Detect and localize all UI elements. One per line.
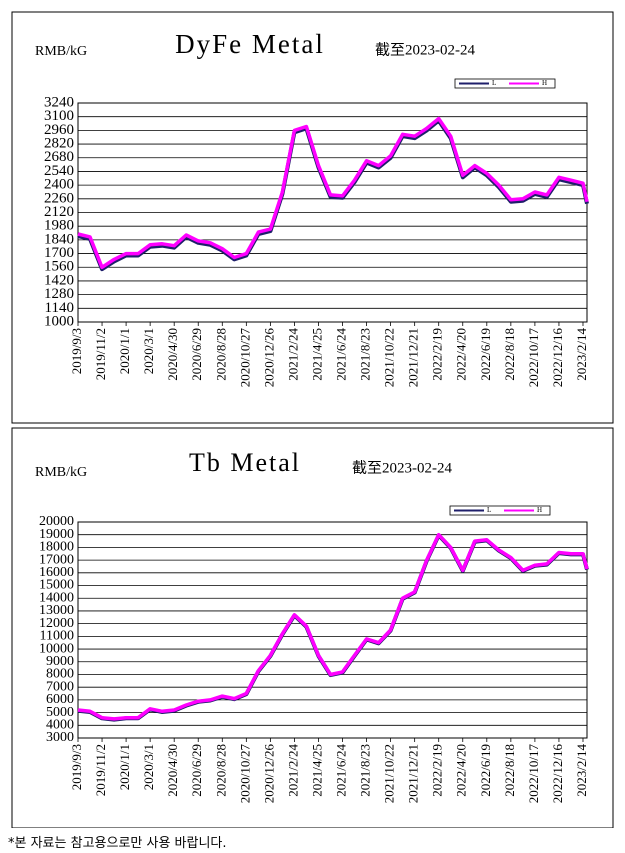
y-tick-label: 2960: [44, 122, 74, 138]
x-tick-label: 2021/4/25: [309, 328, 324, 381]
y-tick-label: 2540: [44, 163, 74, 179]
y-axis-unit: RMB/kG: [35, 465, 87, 480]
y-tick-label: 16000: [39, 565, 74, 580]
x-tick-label: 2022/4/20: [454, 744, 469, 797]
x-tick-label: 2020/12/26: [261, 328, 276, 388]
x-tick-label: 2019/9/3: [69, 328, 84, 374]
x-tick-label: 2021/2/24: [285, 744, 300, 797]
y-tick-label: 20000: [39, 514, 74, 529]
charts: DyFe Metal RMB/kG 截至2023-02-24 100011401280…: [11, 11, 614, 828]
x-tick-label: 2020/8/28: [213, 328, 228, 381]
y-tick-label: 10000: [39, 641, 74, 656]
x-tick-label: 2020/1/1: [117, 744, 132, 790]
y-tick-label: 8000: [46, 667, 74, 682]
legend-box: [449, 505, 551, 516]
series-line: [77, 532, 589, 721]
x-tick-label: 2019/11/2: [93, 328, 108, 380]
x-tick-label: 2022/2/19: [430, 328, 445, 381]
y-tick-label: 18000: [39, 540, 74, 555]
y-tick-label: 2820: [44, 136, 74, 152]
x-tick-label: 2021/8/23: [358, 744, 373, 797]
legend-label: L: [492, 79, 496, 87]
x-tick-label: 2020/6/29: [189, 744, 204, 797]
x-tick-label: 2020/3/1: [141, 328, 156, 374]
x-tick-label: 2021/12/21: [406, 328, 421, 387]
y-axis-unit: RMB/kG: [35, 44, 87, 59]
y-tick-label: 3100: [44, 108, 74, 124]
y-tick-label: 19000: [39, 527, 74, 542]
x-tick-label: 2020/8/28: [213, 744, 228, 797]
x-tick-label: 2019/11/2: [93, 744, 108, 796]
legend-label: H: [542, 79, 547, 87]
x-tick-label: 2020/6/29: [189, 328, 204, 381]
x-tick-label: 2022/2/19: [430, 744, 445, 797]
y-tick-label: 13000: [39, 603, 74, 618]
y-tick-label: 3240: [44, 94, 74, 110]
y-tick-label: 1280: [44, 286, 74, 302]
x-tick-label: 2022/8/18: [502, 328, 517, 381]
x-tick-label: 2021/6/24: [334, 744, 349, 797]
x-tick-label: 2021/8/23: [358, 328, 373, 381]
chart-title: DyFe Metal: [175, 29, 325, 59]
y-tick-label: 1140: [45, 300, 74, 316]
y-tick-label: 2120: [44, 204, 74, 220]
x-tick-label: 2020/1/1: [117, 328, 132, 374]
y-tick-label: 14000: [39, 590, 74, 605]
as-of-date: 截至2023-02-24: [375, 41, 475, 58]
x-tick-label: 2020/12/26: [261, 744, 276, 804]
y-tick-label: 12000: [39, 616, 74, 631]
legend-label: H: [537, 506, 542, 514]
x-tick-label: 2022/4/20: [454, 328, 469, 381]
y-tick-label: 1560: [44, 259, 74, 275]
x-tick-label: 2021/2/24: [285, 328, 300, 381]
plot-area: [77, 521, 588, 739]
y-tick-label: 2260: [44, 190, 74, 206]
y-tick-label: 7000: [46, 679, 74, 694]
x-tick-label: 2021/10/22: [382, 744, 397, 803]
x-tick-label: 2022/10/17: [526, 328, 541, 388]
y-tick-label: 1420: [44, 272, 74, 288]
y-tick-label: 15000: [39, 578, 74, 593]
y-tick-label: 1840: [44, 231, 74, 247]
x-tick-label: 2021/4/25: [309, 744, 324, 797]
y-tick-label: 9000: [46, 654, 74, 669]
x-tick-label: 2019/9/3: [69, 744, 84, 790]
x-tick-label: 2020/4/30: [165, 744, 180, 797]
x-tick-label: 2020/3/1: [141, 744, 156, 790]
x-tick-label: 2021/12/21: [406, 744, 421, 803]
x-tick-label: 2021/10/22: [382, 328, 397, 387]
y-tick-label: 11000: [40, 629, 74, 644]
as-of-date: 截至2023-02-24: [352, 459, 452, 476]
y-tick-label: 1700: [44, 245, 74, 261]
y-tick-label: 6000: [46, 692, 74, 707]
x-tick-label: 2020/10/27: [237, 328, 252, 388]
y-tick-label: 4000: [46, 718, 74, 733]
y-tick-label: 5000: [46, 705, 74, 720]
x-tick-label: 2022/10/17: [526, 744, 541, 804]
legend-label: L: [487, 506, 491, 514]
x-tick-label: 2022/8/18: [502, 744, 517, 797]
x-tick-label: 2022/12/16: [550, 744, 565, 804]
legend-box: [454, 78, 556, 89]
x-tick-label: 2023/2/14: [574, 744, 589, 797]
x-tick-label: 2022/6/19: [478, 744, 493, 797]
x-tick-label: 2020/4/30: [165, 328, 180, 381]
y-tick-label: 1980: [44, 218, 74, 234]
x-tick-label: 2020/10/27: [237, 744, 252, 804]
x-tick-label: 2022/12/16: [550, 328, 565, 388]
x-tick-label: 2022/6/19: [478, 328, 493, 381]
y-tick-label: 17000: [39, 552, 74, 567]
x-tick-label: 2023/2/14: [574, 328, 589, 381]
y-tick-label: 3000: [46, 730, 74, 745]
x-tick-label: 2021/6/24: [334, 328, 349, 381]
y-tick-label: 2680: [44, 149, 74, 165]
footer-note: *본 자료는 참고용으로만 사용 바랍니다.: [8, 836, 227, 851]
series-line: [77, 116, 589, 270]
chart-title: Tb Metal: [189, 448, 301, 477]
y-tick-label: 2400: [44, 177, 74, 193]
y-tick-label: 1000: [44, 313, 74, 329]
